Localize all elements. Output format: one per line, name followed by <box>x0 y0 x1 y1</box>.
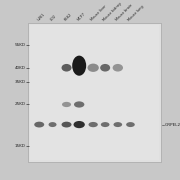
Ellipse shape <box>113 122 122 127</box>
Ellipse shape <box>74 101 84 108</box>
Text: Mouse kidney: Mouse kidney <box>102 1 123 22</box>
Bar <box>30 25 159 160</box>
Text: MCF7: MCF7 <box>76 12 86 22</box>
Text: Mouse brain: Mouse brain <box>115 3 134 22</box>
Text: GRPEL2: GRPEL2 <box>165 123 180 127</box>
Bar <box>28 23 161 162</box>
Ellipse shape <box>34 122 44 127</box>
Ellipse shape <box>101 122 109 127</box>
Text: 35KD: 35KD <box>15 80 26 84</box>
Text: LO2: LO2 <box>50 14 57 22</box>
Ellipse shape <box>49 122 57 127</box>
Ellipse shape <box>100 64 110 72</box>
Text: 25KD: 25KD <box>15 102 26 107</box>
Ellipse shape <box>73 121 85 128</box>
Text: Mouse liver: Mouse liver <box>90 4 108 22</box>
Ellipse shape <box>89 122 98 127</box>
Ellipse shape <box>62 64 71 72</box>
Ellipse shape <box>62 102 71 107</box>
Text: Mouse lung: Mouse lung <box>128 4 145 22</box>
Ellipse shape <box>72 56 86 76</box>
Text: K562: K562 <box>64 12 73 22</box>
Ellipse shape <box>87 64 99 72</box>
Text: 15KD: 15KD <box>15 144 26 148</box>
Text: 55KD: 55KD <box>15 43 26 47</box>
Text: 40KD: 40KD <box>15 66 26 70</box>
Ellipse shape <box>62 122 71 127</box>
Text: U261: U261 <box>36 12 46 22</box>
Ellipse shape <box>113 64 123 72</box>
Ellipse shape <box>126 122 135 127</box>
